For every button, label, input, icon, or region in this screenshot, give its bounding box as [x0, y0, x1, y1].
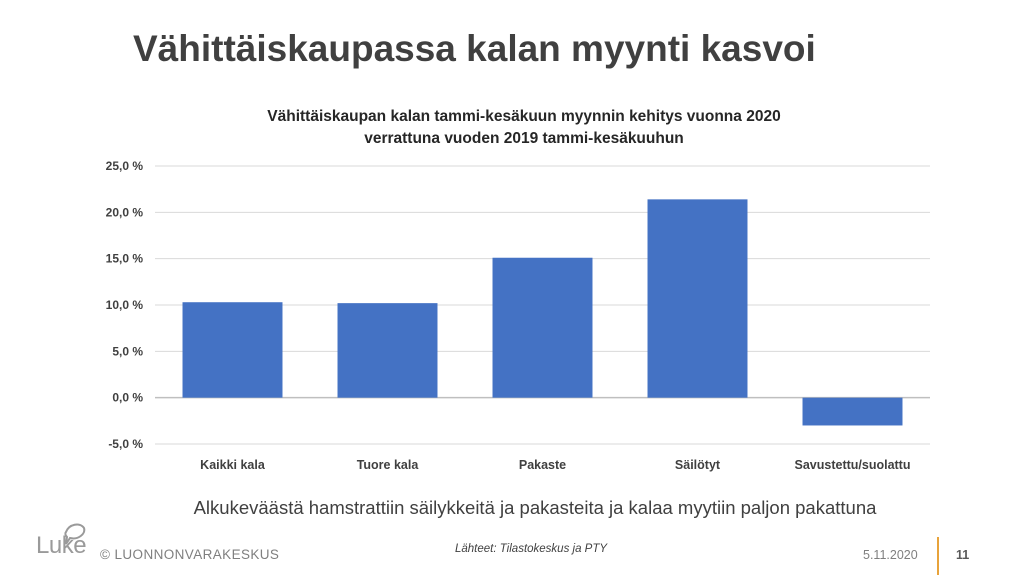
bar: [802, 397, 903, 426]
x-category-label: Säilötyt: [675, 458, 721, 472]
slide-caption: Alkukeväästä hamstrattiin säilykkeitä ja…: [193, 497, 877, 518]
slide-title: Vähittäiskaupassa kalan myynti kasvoi: [133, 28, 816, 69]
bar: [492, 257, 593, 398]
bar: [337, 303, 438, 398]
x-category-label: Savustettu/suolattu: [795, 458, 911, 472]
x-axis-category-labels: Kaikki kala Tuore kala Pakaste Säilötyt Savu…: [200, 458, 910, 472]
y-tick-label: 25,0 %: [106, 159, 144, 173]
footer-organization: © LUONNONVARAKESKUS: [100, 547, 280, 562]
y-tick-label: 5,0 %: [112, 344, 143, 358]
luke-logo: Luke: [36, 522, 98, 566]
y-tick-label: 0,0 %: [112, 391, 143, 405]
footer-divider: [937, 537, 939, 575]
x-category-label: Tuore kala: [357, 458, 420, 472]
chart-title: Vähittäiskaupan kalan tammi-kesäkuun myy…: [0, 106, 1024, 150]
page-number: 11: [956, 548, 970, 562]
y-tick-label: 20,0 %: [106, 205, 144, 219]
chart-title-line-2: verrattuna vuoden 2019 tammi-kesäkuuhun: [364, 130, 684, 147]
bar: [647, 199, 748, 398]
x-category-label: Kaikki kala: [200, 458, 266, 472]
footer-source: Lähteet: Tilastokeskus ja PTY: [455, 543, 608, 555]
y-tick-label: 10,0 %: [106, 298, 144, 312]
bars: [182, 199, 903, 426]
footer-date: 5.11.2020: [863, 548, 918, 562]
x-category-label: Pakaste: [519, 458, 566, 472]
y-tick-label: 15,0 %: [106, 252, 144, 266]
bar: [182, 302, 283, 398]
logo-text: Luke: [36, 532, 87, 559]
y-tick-label: -5,0 %: [108, 437, 143, 451]
y-axis-tick-labels: 25,0 % 20,0 % 15,0 % 10,0 % 5,0 % 0,0 % -5,0 %: [106, 159, 144, 451]
logo-leaf-icon: [64, 523, 86, 545]
chart-title-line-1: Vähittäiskaupan kalan tammi-kesäkuun myy…: [267, 108, 781, 125]
